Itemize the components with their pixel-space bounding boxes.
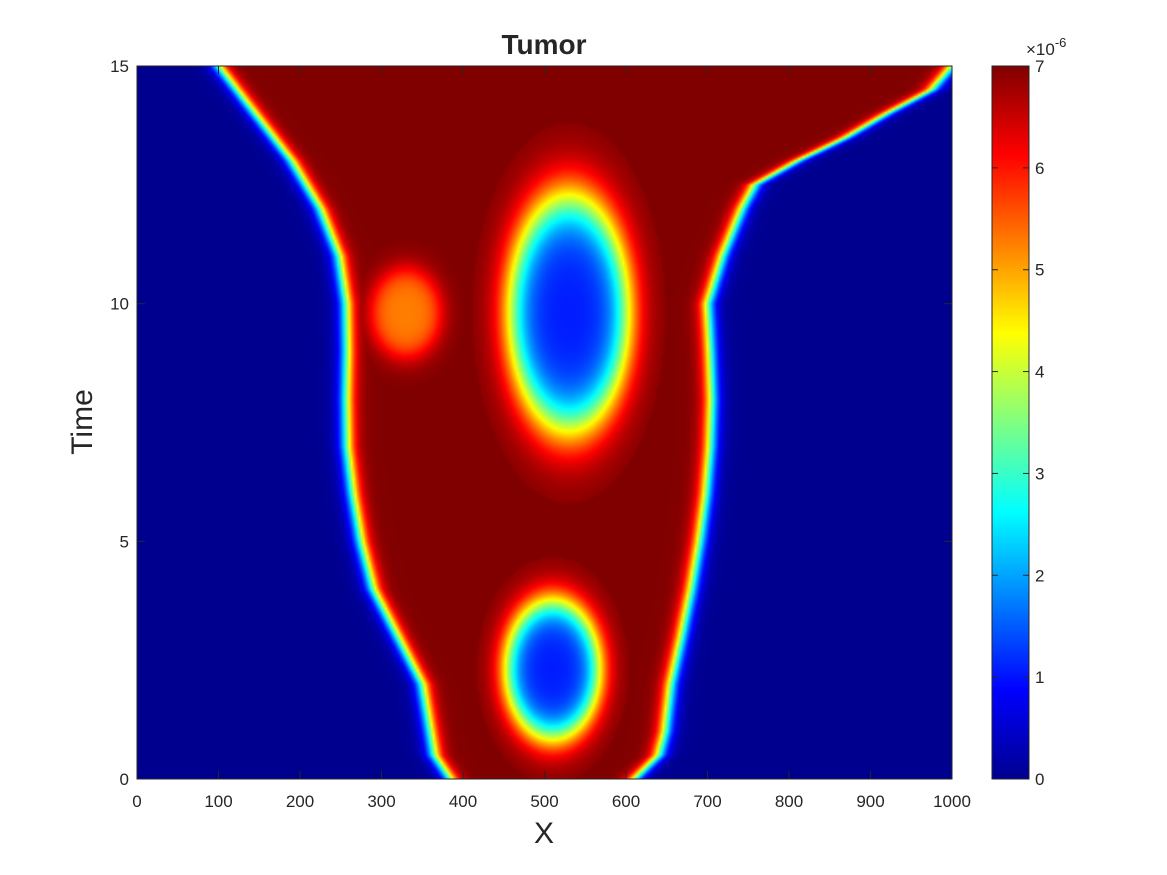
y-tick-label: 10 <box>110 295 129 314</box>
plot-area <box>136 65 953 780</box>
colorbar-scale-exponent: -6 <box>1055 35 1067 50</box>
colorbar-tick-label: 0 <box>1035 770 1044 789</box>
colorbar-ticks: 0 1 2 3 4 5 6 7 <box>992 57 1044 789</box>
x-tick-label: 300 <box>367 792 395 811</box>
colorbar-tick-label: 1 <box>1035 668 1044 687</box>
x-tick-label: 700 <box>693 792 721 811</box>
colorbar-scale-factor: ×10 <box>1026 40 1055 59</box>
x-axis-label: X <box>534 817 554 850</box>
colorbar-scale-label: ×10-6 <box>1026 35 1066 59</box>
colorbar: 0 1 2 3 4 5 6 7 ×10-6 <box>991 35 1066 789</box>
colorbar-gradient <box>991 65 1030 780</box>
y-tick-label: 0 <box>120 770 129 789</box>
chart-title: Tumor <box>501 29 586 60</box>
y-tick-label: 15 <box>110 57 129 76</box>
x-tick-label: 900 <box>856 792 884 811</box>
y-tick-label: 5 <box>120 532 129 551</box>
x-tick-label: 0 <box>132 792 141 811</box>
colorbar-tick-label: 5 <box>1035 261 1044 280</box>
heatmap-image <box>137 66 952 779</box>
x-tick-label: 800 <box>775 792 803 811</box>
colorbar-tick-label: 4 <box>1035 363 1044 382</box>
y-axis-label: Time <box>66 389 99 455</box>
colorbar-tick-label: 2 <box>1035 566 1044 585</box>
y-axis: 0 5 10 15 <box>110 57 952 789</box>
x-tick-label: 400 <box>449 792 477 811</box>
colorbar-tick-label: 3 <box>1035 464 1044 483</box>
x-tick-label: 500 <box>530 792 558 811</box>
x-tick-label: 1000 <box>933 792 971 811</box>
x-tick-label: 600 <box>612 792 640 811</box>
x-tick-label: 100 <box>204 792 232 811</box>
x-tick-label: 200 <box>286 792 314 811</box>
x-axis: 0 100 200 300 400 500 600 700 800 900 1000 <box>132 66 971 811</box>
colorbar-tick-label: 7 <box>1035 57 1044 76</box>
colorbar-tick-label: 6 <box>1035 159 1044 178</box>
